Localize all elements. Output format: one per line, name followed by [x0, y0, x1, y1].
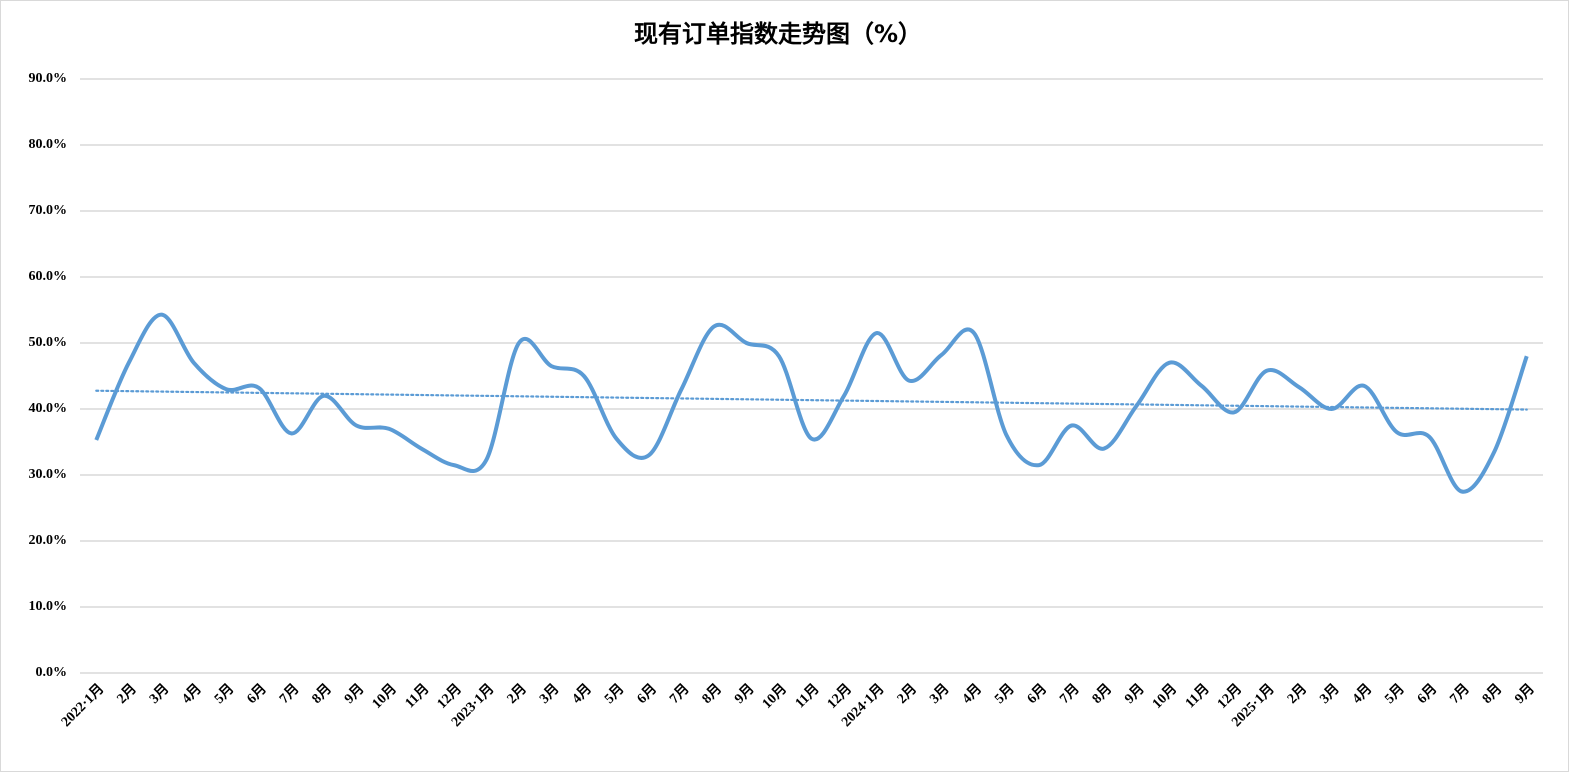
- y-tick-label: 20.0%: [29, 533, 68, 548]
- y-tick-label: 0.0%: [36, 665, 68, 680]
- y-tick-label: 60.0%: [29, 269, 68, 284]
- y-tick-label: 50.0%: [29, 335, 68, 350]
- trend-line: [95, 389, 1528, 411]
- y-tick-label: 30.0%: [29, 467, 68, 482]
- y-tick-label: 90.0%: [29, 71, 68, 86]
- y-tick-label: 40.0%: [29, 401, 68, 416]
- y-tick-label: 70.0%: [29, 203, 68, 218]
- y-tick-label: 10.0%: [29, 599, 68, 614]
- chart-title: 现有订单指数走势图（%）: [634, 20, 922, 48]
- y-tick-label: 80.0%: [29, 137, 68, 152]
- data-line: [94, 312, 1529, 494]
